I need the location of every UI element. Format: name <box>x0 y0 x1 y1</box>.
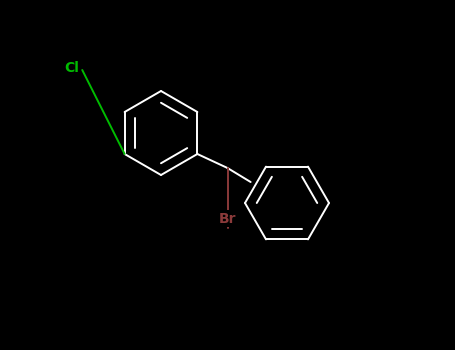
Text: Br: Br <box>219 212 236 226</box>
Text: Cl: Cl <box>64 61 79 75</box>
